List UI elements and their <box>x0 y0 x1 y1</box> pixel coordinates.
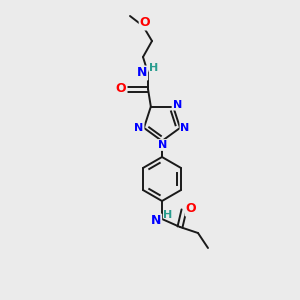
Text: N: N <box>151 214 161 227</box>
Text: N: N <box>172 100 182 110</box>
Text: N: N <box>137 67 147 80</box>
Text: H: H <box>149 63 159 73</box>
Text: N: N <box>180 123 190 133</box>
Text: N: N <box>158 140 168 150</box>
Text: N: N <box>134 123 144 133</box>
Text: O: O <box>186 202 196 215</box>
Text: H: H <box>164 210 172 220</box>
Text: O: O <box>116 82 126 95</box>
Text: O: O <box>140 16 150 29</box>
